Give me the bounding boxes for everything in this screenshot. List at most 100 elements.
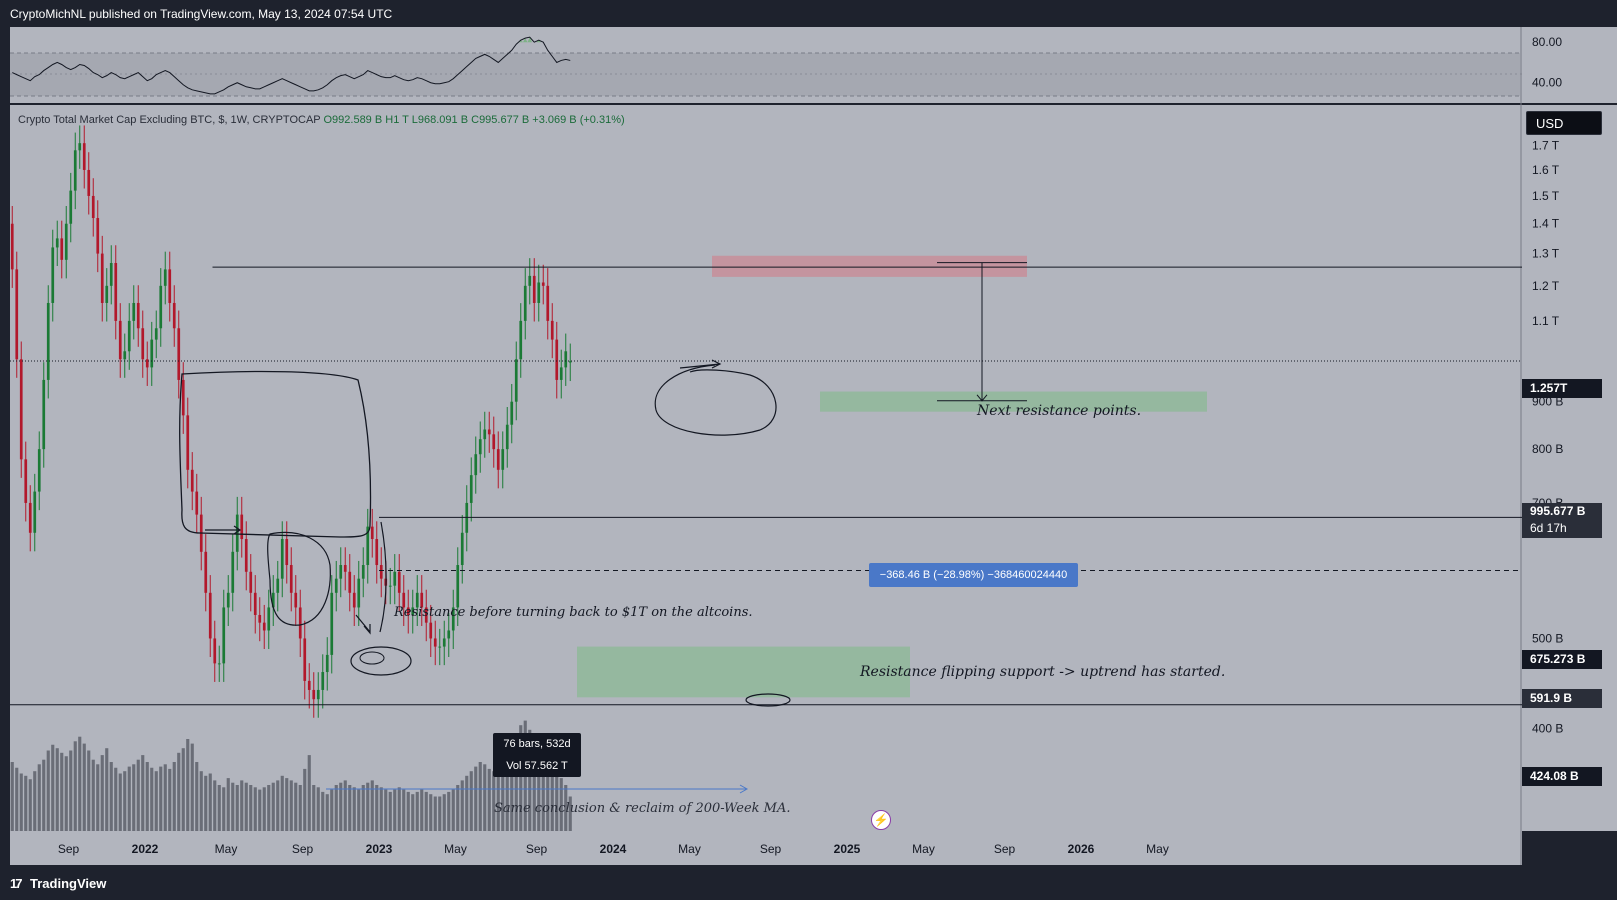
x-tick-label: 2024 (600, 842, 627, 856)
volume-bar (510, 750, 514, 831)
rsi-tick-label: 40.00 (1532, 76, 1562, 90)
drawn-arrow-box (205, 525, 242, 535)
y-tick-label: 1.7 T (1532, 139, 1560, 153)
drawn-arrow-down (355, 614, 371, 635)
annotation-flip-support[interactable]: Resistance flipping support -> uptrend h… (860, 664, 1226, 680)
volume-bar (483, 764, 487, 831)
candle-body (325, 654, 329, 673)
volume-bar (568, 796, 572, 831)
candle-body (312, 689, 316, 700)
candle-body (222, 607, 226, 664)
volume-bar (28, 779, 32, 831)
drawn-line-down (379, 521, 387, 633)
candle-body (429, 622, 433, 639)
candle-body (343, 565, 347, 572)
volume-bar (271, 782, 275, 831)
volume-bar (420, 789, 424, 831)
volume-bar (501, 766, 505, 831)
date-range-bars: 76 bars, 532d (503, 738, 571, 750)
tradingview-logo[interactable]: 17 TradingView (10, 876, 106, 891)
candle-body (469, 475, 473, 503)
rsi-tick-label: 80.00 (1532, 35, 1562, 49)
volume-bar (226, 778, 230, 831)
series-change: +3.069 B (+0.31%) (532, 114, 625, 126)
rsi-pane (10, 27, 1522, 103)
volume-bar (150, 767, 154, 831)
candle-body (190, 469, 194, 492)
publisher-bar: CryptoMichNL published on TradingView.co… (0, 0, 1617, 27)
candle-body (366, 526, 370, 566)
volume-bar (10, 762, 14, 831)
candle-body (150, 339, 154, 368)
series-header[interactable]: Crypto Total Market Cap Excluding BTC, $… (18, 114, 625, 126)
candle-body (262, 622, 266, 631)
volume-bar (100, 755, 104, 831)
x-tick-label: Sep (526, 842, 548, 856)
price-tag-flip: 675.273 B (1522, 650, 1602, 669)
time-axis[interactable] (10, 831, 1522, 865)
candle-body (208, 592, 212, 639)
candle-body (258, 614, 262, 623)
candle-body (141, 328, 145, 360)
candle-body (402, 592, 406, 608)
candle-body (46, 302, 50, 380)
candle-body (537, 282, 541, 303)
date-range-label: 76 bars, 532d Vol 57.562 T (493, 733, 581, 777)
series-title: Crypto Total Market Cap Excluding BTC, $… (18, 114, 321, 126)
candle-body (240, 514, 244, 540)
volume-bar (186, 739, 190, 831)
volume-bar (469, 771, 473, 831)
annotation-same-conclusion[interactable]: Same conclusion & reclaim of 200-Week MA… (494, 801, 791, 816)
candle-body (420, 592, 424, 608)
candle-body (244, 539, 248, 572)
volume-bar (348, 785, 352, 831)
y-tick-label: 500 B (1532, 631, 1563, 645)
candle-body (303, 638, 307, 681)
annotation-next-resistance[interactable]: Next resistance points. (977, 403, 1142, 419)
candle-body (64, 223, 68, 260)
candle-body (226, 592, 230, 608)
volume-bar (96, 764, 100, 831)
y-tick-label: 800 B (1532, 442, 1563, 456)
current-price-tag: 995.677 B 6d 17h (1522, 503, 1602, 538)
candle-body (186, 415, 190, 470)
volume-bar (321, 791, 325, 831)
candle-body (339, 565, 343, 579)
candle-body (33, 491, 37, 533)
resistance-zone[interactable] (712, 255, 1027, 277)
volume-bar (402, 789, 406, 831)
candle-body (505, 424, 509, 450)
x-tick-label: May (1146, 842, 1169, 856)
candle-body (118, 320, 122, 360)
volume-bar (411, 794, 415, 831)
volume-bar (154, 771, 158, 831)
volume-bar (217, 785, 221, 831)
volume-bar (177, 752, 181, 831)
volume-bar (168, 768, 172, 831)
accumulation-zone[interactable] (577, 646, 910, 698)
volume-bar (492, 771, 496, 831)
currency-selector[interactable]: USD (1526, 111, 1602, 135)
candle-body (37, 449, 41, 492)
volume-bar (546, 755, 550, 831)
volume-bar (199, 771, 203, 831)
candle-body (96, 218, 100, 254)
candle-body (370, 526, 374, 540)
series-low: L968.091 B (411, 114, 469, 126)
volume-bar (249, 785, 253, 831)
volume-bar (55, 748, 59, 831)
volume-bar (262, 787, 266, 831)
flash-icon[interactable]: ⚡ (871, 810, 891, 830)
volume-bar (339, 782, 343, 831)
volume-bar (60, 752, 64, 831)
candle-body (280, 539, 284, 579)
support-zone[interactable] (820, 391, 1207, 412)
rsi-overbought-fill (518, 37, 541, 43)
candle-body (217, 663, 221, 665)
annotation-resistance-turn[interactable]: Resistance before turning back to $1T on… (394, 605, 753, 620)
volume-bar (15, 767, 19, 831)
volume-bar (37, 764, 41, 831)
date-range-volume: Vol 57.562 T (506, 760, 568, 772)
volume-bar (24, 775, 28, 831)
